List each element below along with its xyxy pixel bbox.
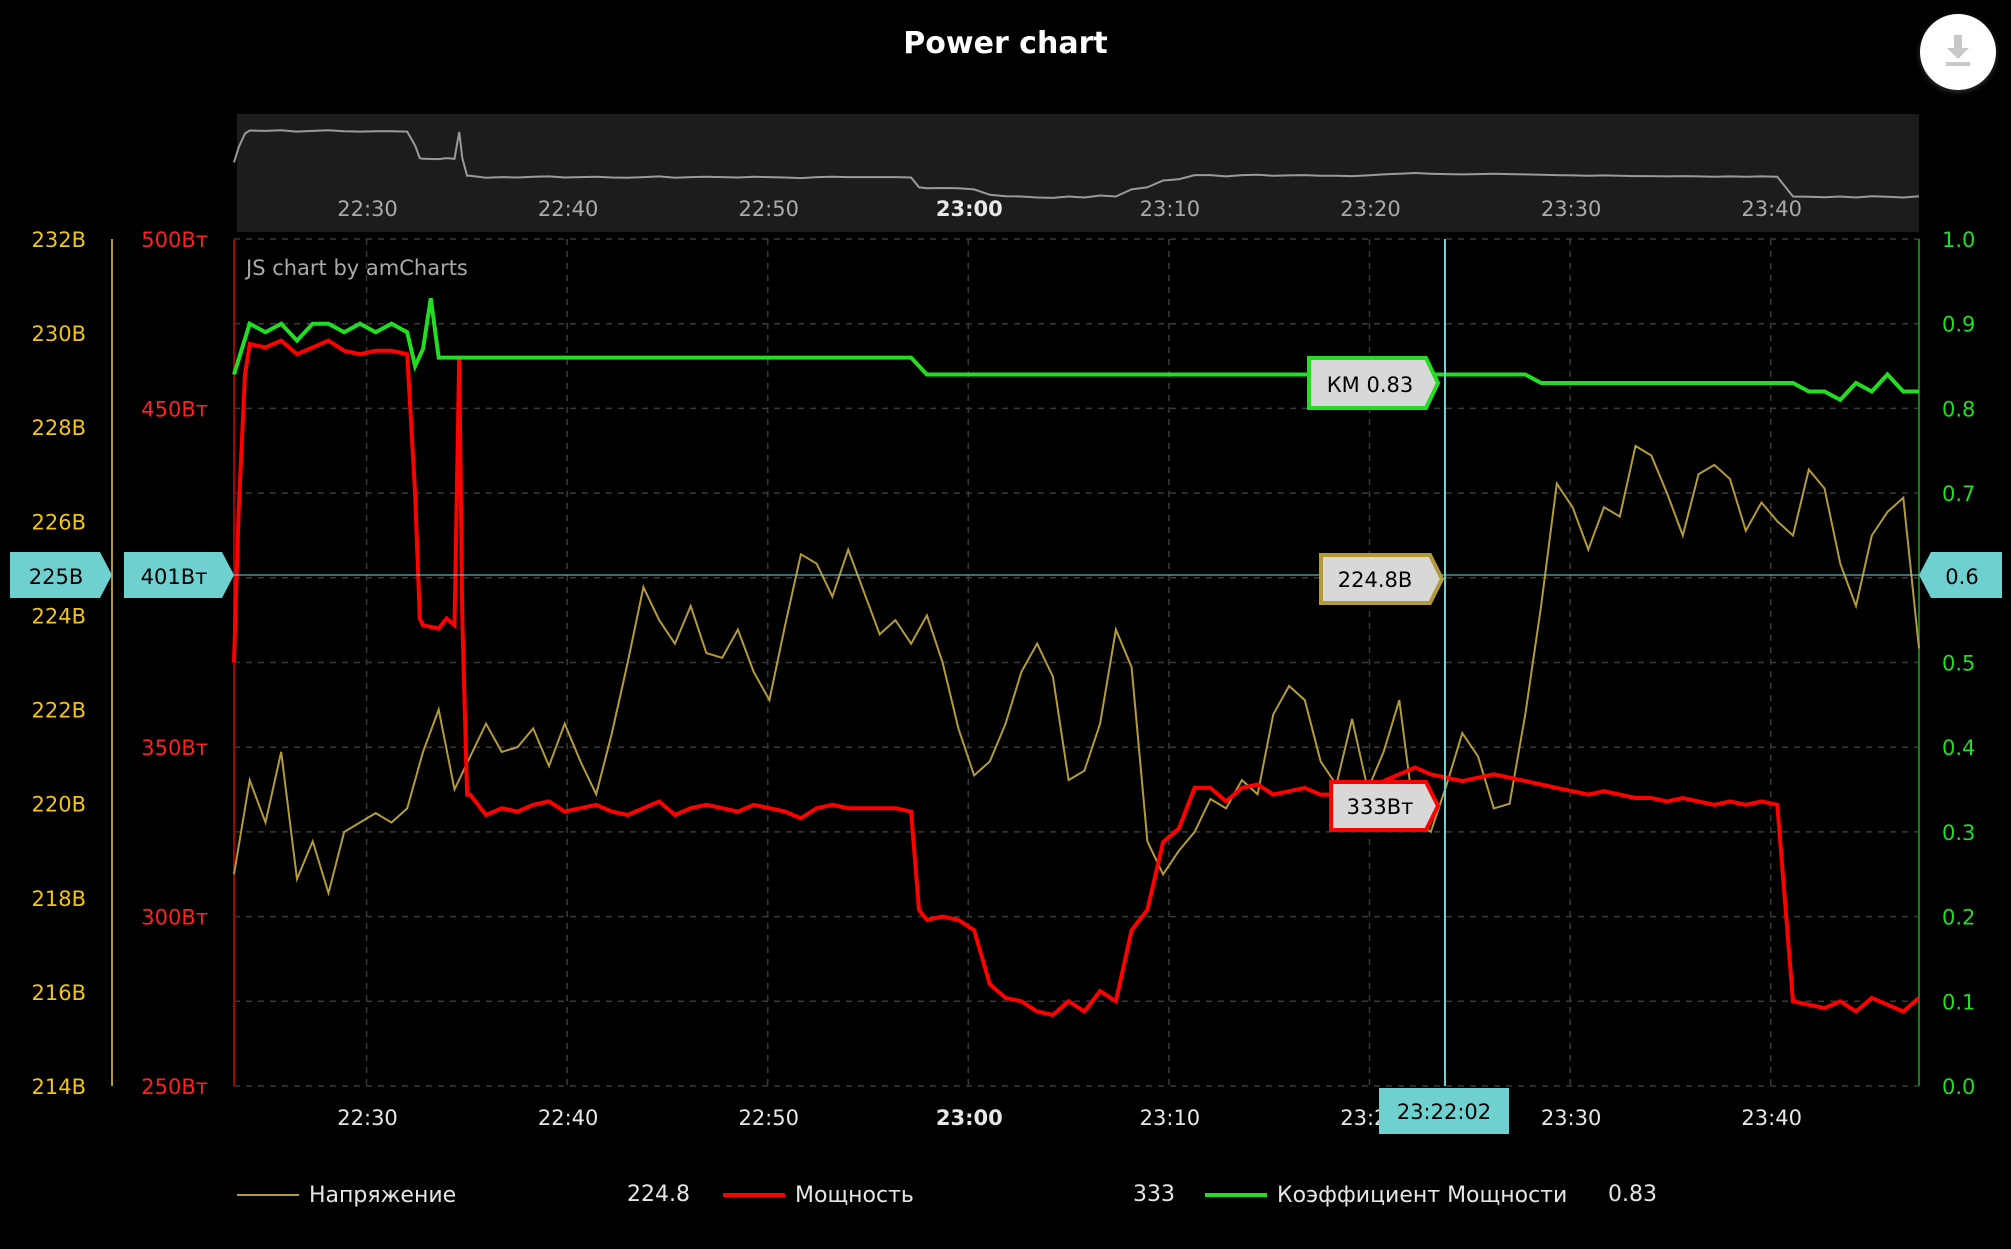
chart-title: Power chart — [903, 26, 1108, 61]
scrollbar-time-label: 23:00 — [936, 197, 1003, 221]
time-tick-label: 22:50 — [738, 1106, 799, 1130]
power-axis-labels: 500Вт 450Вт 350Вт 300Вт 250Вт — [141, 228, 208, 1099]
balloon-voltage-text: 224.8В — [1338, 568, 1413, 592]
voltage-tick-label: 214В — [32, 1075, 87, 1099]
voltage-tick-label: 226В — [32, 510, 87, 534]
time-axis-labels: 22:30 22:40 22:50 23:00 23:10 23:20 23:30 23:40 — [337, 1106, 1802, 1130]
voltage-tick-label: 218В — [32, 887, 87, 911]
power-tick-label: 450Вт — [141, 397, 208, 421]
legend-label-pf: Коэффициент Мощности — [1277, 1182, 1568, 1208]
voltage-tick-label: 230В — [32, 322, 87, 346]
cursor-time-tag-text: 23:22:02 — [1397, 1100, 1491, 1124]
voltage-tick-label: 228В — [32, 416, 87, 440]
pf-tick-label: 0.4 — [1942, 736, 1975, 760]
cursor-pf-tag: 0.6 — [1919, 552, 2002, 598]
time-tick-label: 22:40 — [538, 1106, 599, 1130]
legend-item-pf[interactable]: Коэффициент Мощности — [1205, 1180, 1567, 1210]
legend-value-power: 333 — [1133, 1182, 1175, 1207]
voltage-tick-label: 220В — [32, 793, 87, 817]
cursor-pf-tag-text: 0.6 — [1945, 565, 1978, 589]
legend-label-power: Мощность — [795, 1182, 914, 1208]
scrollbar-time-label: 23:10 — [1140, 197, 1201, 221]
plot-grid — [234, 238, 1919, 1087]
legend-value-pf: 0.83 — [1608, 1182, 1657, 1207]
scrollbar-preview-line — [233, 129, 1920, 199]
time-tick-label: 23:00 — [936, 1106, 1003, 1130]
download-button[interactable] — [1920, 14, 1996, 90]
time-tick-label: 23:10 — [1140, 1106, 1201, 1130]
chart-legend: Напряжение 224.8 Мощность 333 Коэффициен… — [0, 1180, 2011, 1220]
scrollbar-time-labels: 22:30 22:40 22:50 23:00 23:10 23:20 23:30 23:40 — [337, 197, 1802, 221]
cursor-voltage-tag: 225В — [10, 552, 112, 598]
pf-tick-label: 1.0 — [1942, 228, 1975, 252]
power-tick-label: 300Вт — [141, 906, 208, 930]
time-tick-label: 23:40 — [1741, 1106, 1802, 1130]
legend-item-voltage[interactable]: Напряжение — [237, 1180, 456, 1210]
cursor-power-tag-text: 401Вт — [141, 565, 208, 589]
pf-tick-label: 0.7 — [1942, 482, 1975, 506]
voltage-tick-label: 222В — [32, 699, 87, 723]
scrollbar-time-label: 22:40 — [538, 197, 599, 221]
scrollbar-time-label: 22:30 — [337, 197, 398, 221]
legend-swatch-power — [723, 1193, 785, 1197]
pf-axis-labels: 1.0 0.9 0.8 0.7 0.6 0.5 0.4 0.3 0.2 0.1 0.0 — [1942, 228, 1975, 1099]
download-arrow-icon — [1944, 33, 1972, 71]
time-tick-label: 23:30 — [1541, 1106, 1602, 1130]
power-tick-label: 350Вт — [141, 736, 208, 760]
cursor-power-tag: 401Вт — [124, 552, 234, 598]
voltage-tick-label: 232В — [32, 228, 87, 252]
power-tick-label: 250Вт — [141, 1075, 208, 1099]
pf-tick-label: 0.2 — [1942, 906, 1975, 930]
legend-swatch-voltage — [237, 1194, 299, 1196]
legend-value-voltage: 224.8 — [627, 1182, 690, 1207]
legend-item-power[interactable]: Мощность — [723, 1180, 914, 1210]
cursor-time-tag: 23:22:02 — [1379, 1088, 1509, 1134]
legend-label-voltage: Напряжение — [309, 1182, 457, 1208]
scrollbar-time-label: 23:30 — [1541, 197, 1602, 221]
scrollbar-time-label: 23:40 — [1741, 197, 1802, 221]
pf-tick-label: 0.1 — [1942, 990, 1975, 1014]
time-tick-label: 22:30 — [337, 1106, 398, 1130]
scrollbar-time-label: 23:20 — [1340, 197, 1401, 221]
balloon-power: 333Вт — [1329, 780, 1441, 832]
legend-swatch-pf — [1205, 1193, 1267, 1197]
balloon-pf: КМ 0.83 — [1307, 356, 1441, 410]
voltage-axis-labels: 232В 230В 228В 226В 224В 222В 220В 218В 216В 214В — [32, 228, 87, 1099]
pf-tick-label: 0.3 — [1942, 821, 1975, 845]
scrollbar-background[interactable] — [237, 114, 1919, 232]
balloon-voltage: 224.8В — [1319, 553, 1445, 605]
pf-tick-label: 0.9 — [1942, 313, 1975, 337]
series-line-pf — [232, 297, 1919, 403]
series-line-voltage — [233, 444, 1920, 897]
balloon-pf-text: КМ 0.83 — [1327, 373, 1413, 397]
cursor-voltage-tag-text: 225В — [29, 565, 84, 589]
pf-tick-label: 0.5 — [1942, 652, 1975, 676]
pf-tick-label: 0.8 — [1942, 397, 1975, 421]
chart-credit[interactable]: JS chart by amCharts — [244, 256, 468, 280]
power-tick-label: 500Вт — [141, 228, 208, 252]
series-line-power — [232, 338, 1921, 1018]
scrollbar-time-label: 22:50 — [738, 197, 799, 221]
voltage-tick-label: 216В — [32, 981, 87, 1005]
pf-tick-label: 0.0 — [1942, 1075, 1975, 1099]
balloon-power-text: 333Вт — [1347, 795, 1414, 819]
voltage-tick-label: 224В — [32, 604, 87, 628]
